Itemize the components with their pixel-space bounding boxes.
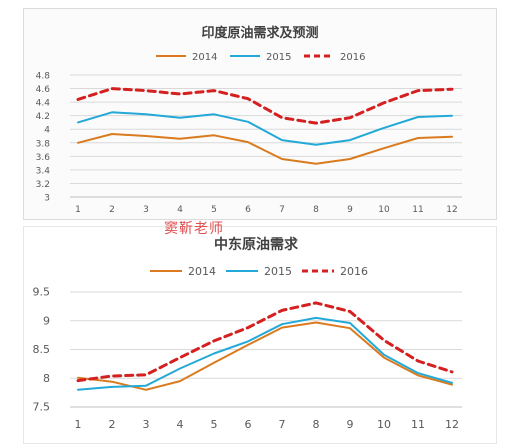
y-tick-label: 3 (44, 194, 50, 204)
watermark-text: 窦靳老师 (164, 221, 224, 237)
legend-label-2015: 2015 (264, 265, 292, 278)
y-tick-label: 4.6 (36, 85, 51, 95)
x-tick-label: 8 (313, 205, 319, 215)
x-tick-label: 9 (347, 205, 353, 215)
series-line-2015 (77, 316, 453, 391)
x-tick-label: 8 (313, 418, 320, 431)
x-tick-label: 4 (177, 418, 184, 431)
x-tick-label: 6 (245, 418, 252, 431)
x-tick-label: 10 (377, 418, 391, 431)
legend-label-2014: 2014 (188, 265, 216, 278)
x-tick-label: 2 (109, 205, 115, 215)
x-tick-label: 3 (143, 418, 150, 431)
chart-frame (23, 8, 497, 220)
series-line-2016 (76, 87, 454, 125)
x-tick-label: 11 (411, 418, 425, 431)
y-tick-label: 8 (43, 372, 50, 385)
x-tick-label: 12 (446, 205, 457, 215)
x-tick-label: 4 (177, 205, 183, 215)
x-tick-label: 6 (245, 205, 251, 215)
x-tick-label: 1 (75, 205, 81, 215)
x-tick-label: 5 (211, 205, 217, 215)
x-tick-label: 12 (445, 418, 459, 431)
y-tick-label: 4.2 (36, 112, 50, 122)
legend-label-2016: 2016 (340, 52, 365, 63)
y-tick-label: 3.6 (36, 153, 51, 163)
series-line-2014 (77, 133, 453, 165)
y-tick-label: 3.2 (36, 180, 50, 190)
y-tick-label: 4 (44, 126, 50, 136)
x-tick-label: 10 (378, 205, 390, 215)
legend-label-2015: 2015 (266, 52, 291, 63)
x-tick-label: 11 (412, 205, 423, 215)
india-oil-demand-chart: 印度原油需求及预测 2014 2015 2016 3 3.2 3.4 3.6 3.8 4 4.2 4.… (36, 25, 462, 215)
x-tick-label: 7 (279, 418, 286, 431)
chart-title: 印度原油需求及预测 (201, 25, 318, 41)
middle-east-oil-demand-panel: 中东原油需求 2014 2015 2016 7.5 8 8.5 9 9.5 1 2 3 4 5 6 7 8 9 10… (0, 226, 508, 444)
y-tick-label: 9 (43, 314, 50, 327)
x-tick-label: 9 (347, 418, 354, 431)
y-tick-label: 9.5 (33, 286, 51, 299)
series-line-2014 (77, 321, 453, 391)
chart-title: 中东原油需求 (214, 236, 299, 253)
x-tick-label: 1 (75, 418, 82, 431)
legend-label-2014: 2014 (192, 52, 217, 63)
y-tick-label: 3.8 (36, 139, 51, 149)
y-tick-label: 3.4 (36, 166, 51, 176)
x-tick-label: 7 (279, 205, 285, 215)
india-oil-demand-panel: 印度原油需求及预测 2014 2015 2016 3 3.2 3.4 3.6 3.8 4 4.2 4.… (23, 8, 497, 220)
x-tick-label: 5 (211, 418, 218, 431)
series-line-2016 (76, 301, 454, 383)
y-tick-label: 4.8 (36, 72, 51, 82)
x-tick-label: 2 (109, 418, 116, 431)
series-line-2015 (77, 111, 453, 146)
x-tick-label: 3 (143, 205, 149, 215)
y-tick-label: 4.4 (36, 99, 51, 109)
y-tick-label: 8.5 (33, 343, 51, 356)
y-tick-label: 7.5 (33, 401, 51, 414)
legend-label-2016: 2016 (340, 265, 368, 278)
